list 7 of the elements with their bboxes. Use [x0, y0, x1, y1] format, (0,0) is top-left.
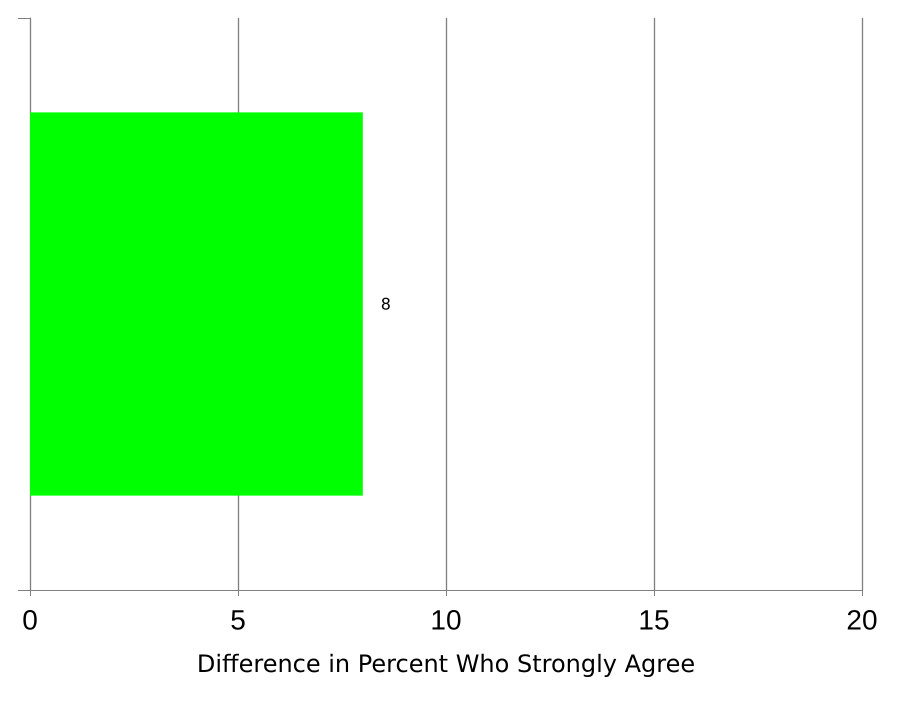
data-label: 8: [380, 294, 391, 314]
x-tick-label: 10: [430, 604, 462, 636]
x-tick-label: 0: [22, 604, 38, 636]
x-tick-label: 5: [230, 604, 246, 636]
x-axis-title: Difference in Percent Who Strongly Agree: [196, 650, 696, 678]
x-tick-label: 20: [846, 604, 878, 636]
x-tick-label: 15: [638, 604, 670, 636]
